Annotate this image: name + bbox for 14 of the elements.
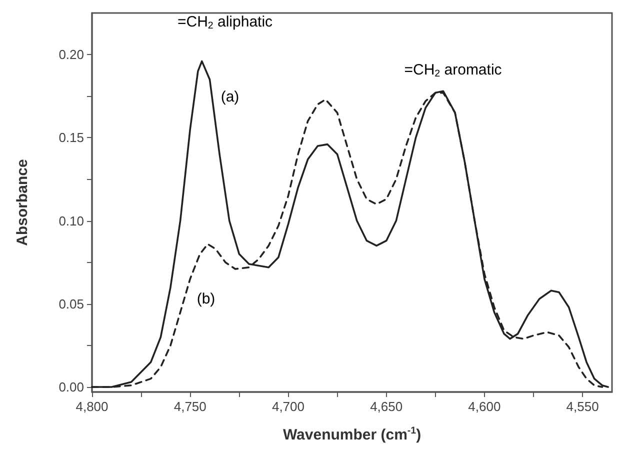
x-tick-label: 4,800 [76, 399, 108, 414]
x-tick-label: 4,650 [370, 399, 403, 414]
y-tick-label: 0.15 [58, 130, 84, 146]
x-tick-label: 4,700 [272, 399, 304, 414]
annotation: (b) [196, 290, 216, 308]
y-tick-label: 0.20 [58, 47, 84, 62]
y-tick-label: 0.00 [58, 380, 84, 395]
y-axis-title: Absorbance [14, 159, 31, 246]
annotation: (a) [220, 88, 240, 106]
x-tick-label: 4,750 [174, 399, 206, 414]
y-tick-label: 0.10 [58, 213, 84, 228]
x-tick-label: 4,550 [566, 399, 599, 414]
y-tick-label: 0.05 [58, 296, 84, 312]
x-tick-label: 4,600 [468, 399, 501, 414]
